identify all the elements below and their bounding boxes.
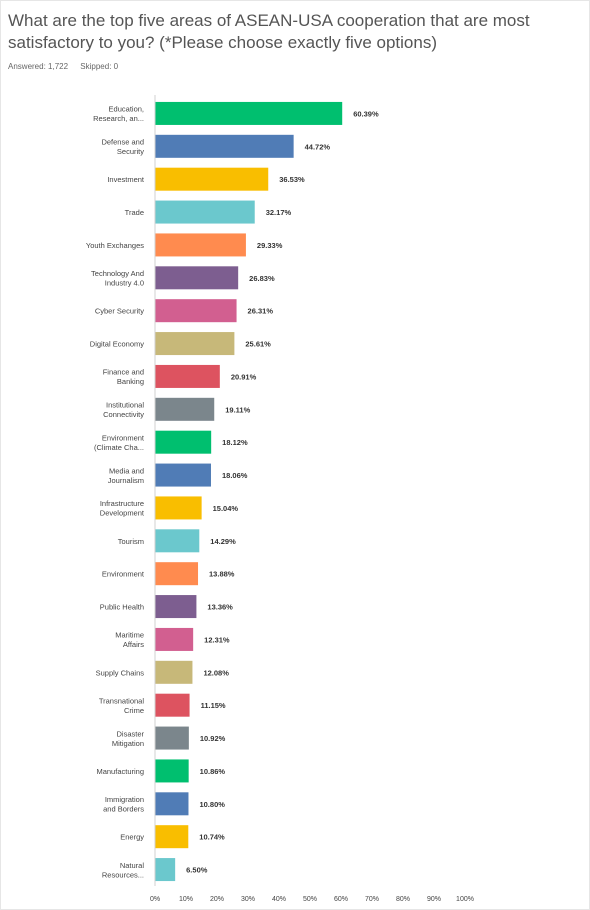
bar-24 bbox=[155, 858, 176, 882]
x-tick-label-0: 0% bbox=[150, 896, 160, 903]
bar-9 bbox=[155, 364, 220, 388]
bar-11 bbox=[155, 430, 212, 454]
bar-4 bbox=[155, 200, 255, 224]
bar-23 bbox=[155, 825, 189, 849]
response-stats: Answered: 1,722 Skipped: 0 bbox=[8, 62, 128, 71]
bar-8 bbox=[155, 332, 235, 356]
category-label-15: Environment bbox=[102, 570, 145, 579]
value-label-20: 10.92% bbox=[200, 734, 226, 743]
bar-14 bbox=[155, 529, 200, 553]
category-label-9: Finance and Banking bbox=[103, 368, 144, 387]
category-label-22: Immigration and Borders bbox=[103, 795, 144, 814]
bar-7 bbox=[155, 299, 237, 323]
value-label-18: 12.08% bbox=[203, 668, 229, 677]
bar-5 bbox=[155, 233, 246, 257]
value-label-5: 29.33% bbox=[257, 241, 283, 250]
value-label-24: 6.50% bbox=[186, 866, 208, 875]
category-label-6: Technology And Industry 4.0 bbox=[91, 269, 144, 288]
value-label-9: 20.91% bbox=[231, 372, 257, 381]
category-label-18: Supply Chains bbox=[96, 668, 145, 677]
answered-count: Answered: 1,722 bbox=[8, 62, 69, 71]
category-label-19: Transnational Crime bbox=[99, 696, 144, 715]
bar-21 bbox=[155, 759, 189, 783]
value-label-13: 15.04% bbox=[213, 504, 239, 513]
category-label-14: Tourism bbox=[118, 537, 144, 546]
value-label-16: 13.36% bbox=[207, 603, 233, 612]
category-label-16: Public Health bbox=[100, 603, 144, 612]
bar-13 bbox=[155, 496, 202, 520]
value-label-6: 26.83% bbox=[249, 274, 275, 283]
x-tick-label-1: 10% bbox=[179, 896, 193, 903]
bar-6 bbox=[155, 266, 239, 290]
value-label-21: 10.86% bbox=[200, 767, 226, 776]
bar-1 bbox=[155, 101, 343, 125]
category-label-23: Energy bbox=[120, 833, 144, 842]
category-label-7: Cyber Security bbox=[95, 307, 144, 316]
x-tick-label-3: 30% bbox=[241, 896, 255, 903]
x-tick-label-6: 60% bbox=[334, 896, 348, 903]
category-label-4: Trade bbox=[125, 208, 144, 217]
bar-10 bbox=[155, 397, 215, 421]
category-label-1: Education, Research, an... bbox=[93, 105, 144, 124]
skipped-count: Skipped: 0 bbox=[80, 62, 119, 71]
x-tick-label-7: 70% bbox=[365, 896, 379, 903]
category-label-2: Defense and Security bbox=[101, 138, 144, 157]
value-label-8: 25.61% bbox=[245, 340, 271, 349]
value-label-14: 14.29% bbox=[210, 537, 236, 546]
value-label-2: 44.72% bbox=[305, 142, 331, 151]
category-label-11: Environment (Climate Cha... bbox=[94, 433, 145, 452]
category-label-8: Digital Economy bbox=[90, 340, 144, 349]
value-label-17: 12.31% bbox=[204, 635, 230, 644]
category-label-3: Investment bbox=[107, 175, 145, 184]
value-label-12: 18.06% bbox=[222, 471, 248, 480]
question-title: What are the top five areas of ASEAN-USA… bbox=[8, 11, 530, 52]
value-label-1: 60.39% bbox=[353, 109, 379, 118]
x-tick-label-4: 40% bbox=[272, 896, 286, 903]
value-label-7: 26.31% bbox=[248, 307, 274, 316]
value-label-22: 10.80% bbox=[199, 800, 225, 809]
category-label-20: Disaster Mitigation bbox=[112, 729, 145, 748]
category-label-17: Maritime Affairs bbox=[115, 631, 144, 650]
category-label-10: Institutional Connectivity bbox=[103, 401, 144, 420]
value-label-4: 32.17% bbox=[266, 208, 292, 217]
category-label-5: Youth Exchanges bbox=[86, 241, 144, 250]
x-tick-label-8: 80% bbox=[396, 896, 410, 903]
bar-15 bbox=[155, 562, 199, 586]
value-label-11: 18.12% bbox=[222, 438, 248, 447]
category-label-21: Manufacturing bbox=[96, 767, 144, 776]
bar-17 bbox=[155, 627, 194, 651]
value-label-3: 36.53% bbox=[279, 175, 305, 184]
bar-12 bbox=[155, 463, 211, 487]
value-label-23: 10.74% bbox=[199, 833, 225, 842]
bar-20 bbox=[155, 726, 189, 750]
category-label-12: Media and Journalism bbox=[108, 466, 144, 485]
value-label-19: 11.15% bbox=[201, 701, 226, 710]
x-tick-label-2: 20% bbox=[210, 896, 224, 903]
value-label-10: 19.11% bbox=[225, 405, 250, 414]
x-tick-label-5: 50% bbox=[303, 896, 317, 903]
bar-22 bbox=[155, 792, 189, 816]
x-tick-label-9: 90% bbox=[427, 896, 441, 903]
bar-3 bbox=[155, 167, 269, 191]
x-tick-label-10: 100% bbox=[456, 896, 474, 903]
bar-19 bbox=[155, 693, 190, 717]
bar-2 bbox=[155, 134, 294, 158]
bar-18 bbox=[155, 660, 193, 684]
category-label-13: Infrastructure Development bbox=[100, 499, 145, 518]
bar-16 bbox=[155, 595, 197, 619]
value-label-15: 13.88% bbox=[209, 570, 235, 579]
category-label-24: Natural Resources... bbox=[102, 861, 144, 880]
